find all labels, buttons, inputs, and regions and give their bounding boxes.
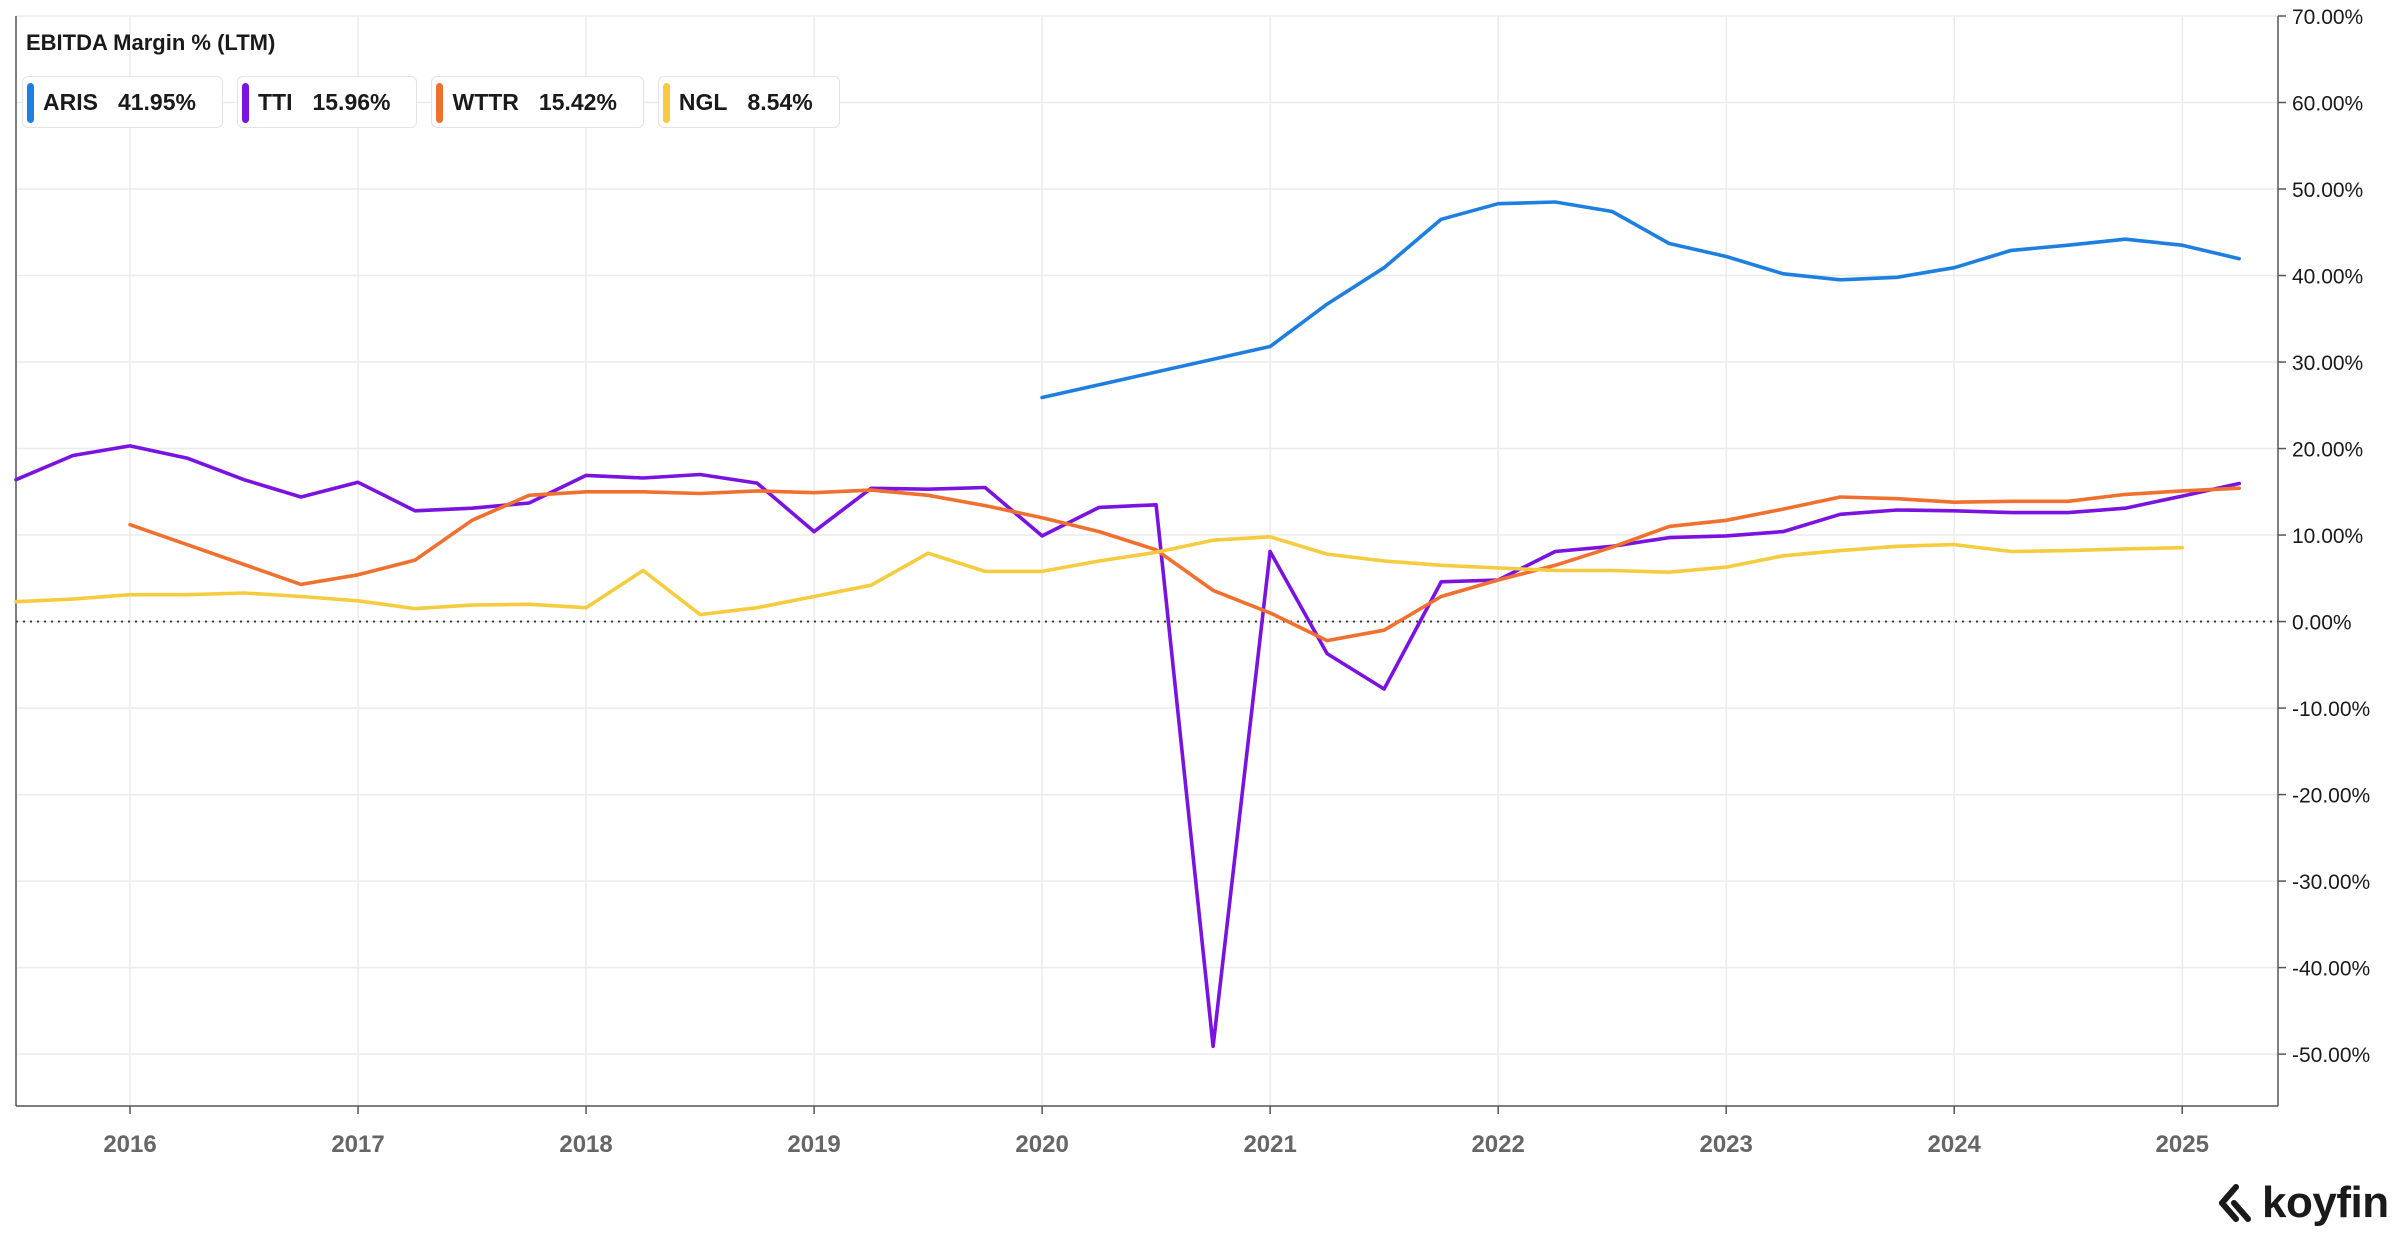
series-line-tti[interactable] xyxy=(14,444,2241,1049)
grid-layer xyxy=(16,15,2278,1106)
legend-label-tti: TTI xyxy=(257,88,293,115)
y-tick-label: 20.00% xyxy=(2292,439,2363,462)
series-layer xyxy=(14,200,2241,1049)
x-tick-label: 2023 xyxy=(1699,1131,1752,1158)
axis-layer: -50.00% -40.00% -30.00% -20.00% -10.00% 0.00%… xyxy=(15,6,2370,1158)
y-tick-label: 50.00% xyxy=(2292,179,2363,202)
koyfin-logo[interactable]: koyfin xyxy=(2214,1178,2389,1228)
x-tick-label: 2019 xyxy=(787,1131,840,1158)
legend-label-wttr: WTTR xyxy=(452,88,519,115)
x-tick-label: 2016 xyxy=(103,1131,156,1158)
legend-item-ngl[interactable]: NGL 8.54% xyxy=(657,76,840,128)
legend-swatch-tti xyxy=(241,83,249,123)
x-tick-label: 2021 xyxy=(1243,1131,1296,1158)
chart-title: EBITDA Margin % (LTM) xyxy=(26,30,276,55)
legend-item-aris[interactable]: ARIS 41.95% xyxy=(22,76,223,128)
legend-swatch-ngl xyxy=(662,83,670,123)
y-tick-label: 10.00% xyxy=(2292,525,2363,548)
legend-value-wttr: 15.42% xyxy=(538,88,617,115)
legend-label-ngl: NGL xyxy=(678,88,728,115)
x-tick-label: 2022 xyxy=(1471,1131,1524,1158)
x-tick-label: 2025 xyxy=(2156,1131,2209,1158)
legend-swatch-aris xyxy=(27,83,34,123)
legend: ARIS 41.95% TTI 15.96% WTTR 15.42% NGL 8… xyxy=(22,76,840,128)
y-tick-label: -10.00% xyxy=(2292,698,2370,721)
legend-swatch-wttr xyxy=(436,83,444,123)
koyfin-logo-text: koyfin xyxy=(2262,1178,2389,1227)
legend-value-ngl: 8.54% xyxy=(747,88,813,115)
y-tick-label: 40.00% xyxy=(2292,266,2363,289)
series-line-aris[interactable] xyxy=(1040,200,2241,400)
y-tick-label: -30.00% xyxy=(2292,871,2370,894)
series-line-ngl[interactable] xyxy=(14,534,2184,617)
legend-label-aris: ARIS xyxy=(43,88,98,115)
legend-item-wttr[interactable]: WTTR 15.42% xyxy=(431,76,644,128)
x-tick-label: 2018 xyxy=(559,1131,612,1158)
y-tick-label: -20.00% xyxy=(2292,785,2370,808)
series-line-wttr[interactable] xyxy=(128,486,2241,643)
legend-item-tti[interactable]: TTI 15.96% xyxy=(236,76,418,128)
y-tick-label: -40.00% xyxy=(2292,958,2370,981)
y-tick-label: 0.00% xyxy=(2292,612,2352,635)
y-tick-label: 30.00% xyxy=(2292,352,2363,375)
koyfin-logo-icon xyxy=(2219,1184,2251,1222)
y-tick-label: 60.00% xyxy=(2292,93,2363,116)
legend-value-tti: 15.96% xyxy=(312,88,391,115)
x-tick-label: 2020 xyxy=(1015,1131,1068,1158)
x-tick-label: 2017 xyxy=(331,1131,384,1158)
legend-value-aris: 41.95% xyxy=(117,88,196,115)
y-tick-label: -50.00% xyxy=(2292,1044,2370,1067)
x-tick-label: 2024 xyxy=(1928,1131,1982,1158)
y-tick-label: 70.00% xyxy=(2292,6,2363,29)
